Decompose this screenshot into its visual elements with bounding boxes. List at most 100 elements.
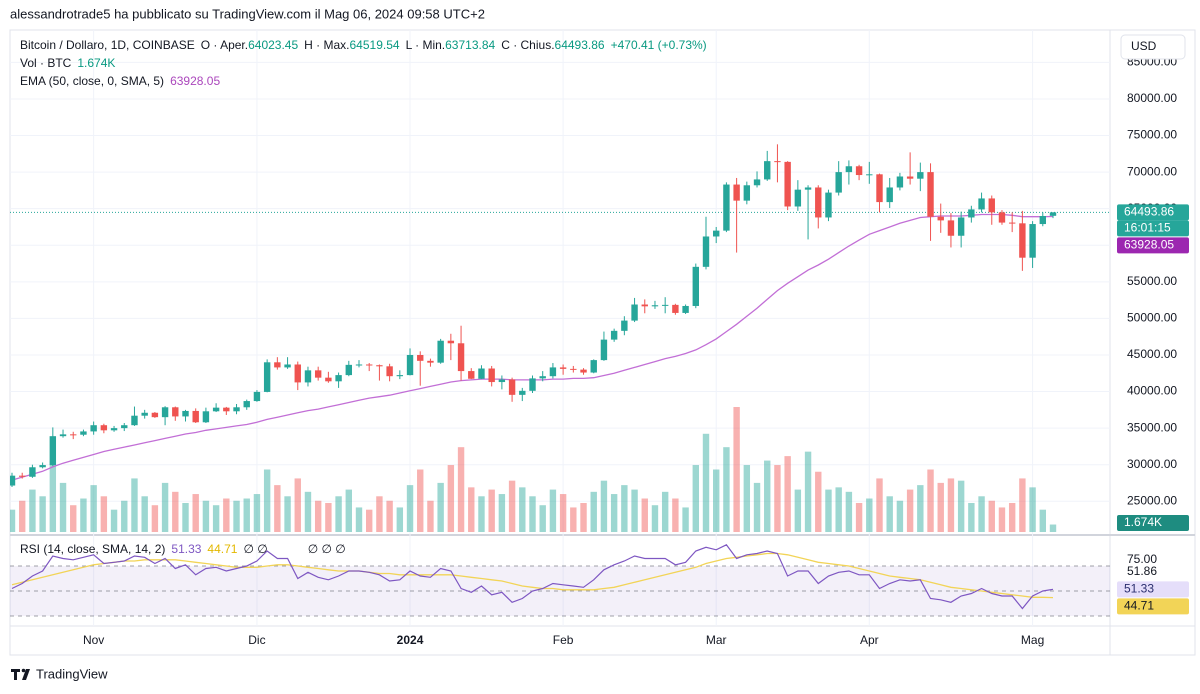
volume-bar [651,505,659,532]
y-tick-label: 25000.00 [1127,493,1177,507]
candle-body [161,407,169,418]
volume-bar [539,505,546,532]
volume-bar [29,489,36,532]
candle-body [743,185,751,201]
candle-body [825,192,832,218]
rsi-scale-label: 51.86 [1127,564,1157,578]
candle-body [641,304,648,307]
volume-bar [845,491,853,532]
volume-bar [182,502,189,532]
candle-body [988,198,995,213]
volume-bar [355,507,363,532]
candle-body [498,379,506,383]
candle-body [998,212,1006,223]
y-tick-label: 75000.00 [1127,128,1177,142]
volume-bar [804,451,812,532]
volume-bar [906,489,914,532]
candle-body [906,176,914,179]
candle-body [478,368,485,379]
volume-bar [314,500,322,532]
candle-body [876,174,883,203]
volume-bar [151,505,159,532]
candle-body [784,161,791,207]
volume-bar [855,502,863,532]
volume-bar [998,507,1006,532]
candle-body [978,198,985,210]
volume-bar [917,485,924,532]
volume-bar [641,498,648,532]
volume-bar [90,485,97,532]
candle-body [1029,224,1036,258]
volume-bar [968,502,975,532]
frame [9,29,1196,656]
volume-bar [1029,487,1036,532]
low-value: 63713.84 [445,38,495,52]
candle-body [263,362,271,392]
logo-mark [22,669,30,680]
x-tick-label: Mag [1021,633,1044,647]
candle-body [713,230,720,237]
header: alessandrotrade5 ha pubblicato su Tradin… [10,6,485,21]
change: +470.41 (+0.73%) [611,38,707,52]
legend-volume: Vol · BTC 1.674K [20,56,115,70]
volume-bar [519,487,526,532]
candle-body [10,475,16,486]
candle-body [427,360,434,363]
volume-bar [661,491,669,532]
logo [11,668,30,680]
volume-bar [110,509,118,532]
candle-body [100,425,108,431]
candle-body [110,428,118,431]
candle-body [488,368,495,383]
ema-name: EMA (50, close, 0, SMA, 5) [20,74,164,88]
legend-rsi: RSI (14, close, SMA, 14, 2) 51.33 44.71 ∅ ∅… [20,542,346,556]
candle-body [131,415,138,426]
volume-bar [304,491,312,532]
volume-bar [784,456,791,532]
candle-body [672,304,679,313]
volume-bar [233,500,240,532]
candle-body [49,436,57,466]
volume-value: 1.674K [77,56,115,70]
currency[interactable]: USD [1131,39,1157,53]
candle-body [90,425,97,432]
ema-badge: 63928.05 [1124,238,1174,252]
volume-name: Vol · BTC [20,56,72,70]
rsi-flag: ∅ ∅ [243,542,267,556]
volume-bar [263,469,271,532]
y-tick-label: 40000.00 [1127,384,1177,398]
candle-body [702,236,710,267]
candle-body [396,375,404,377]
x-tick-label: Apr [860,633,879,647]
volume-bar [508,480,516,532]
candle-body [314,370,322,378]
candle-body [39,465,46,468]
candle-body [223,407,230,412]
price-pane [10,144,1110,532]
candle-body [774,161,781,163]
candle-body [610,330,618,340]
candle-body [182,410,189,417]
y-tick-label: 35000.00 [1127,420,1177,434]
candle-body [508,379,516,395]
candle-body [1049,212,1057,216]
volume-bar [498,494,506,532]
currency-button[interactable] [1120,34,1186,60]
rsi-tick-label: 75.00 [1127,552,1157,566]
candle-body [386,366,393,377]
candle-body [192,410,199,423]
candle-body [80,431,87,435]
volume-bar [39,496,46,532]
rsi-sma-line [11,552,1054,599]
candle-body [70,434,77,436]
volume-bar [590,491,597,532]
low-label: L · Min. [406,38,446,52]
candle-body [794,189,802,207]
candle-body [835,172,842,193]
candle-body [896,176,904,188]
footer: TradingView [36,666,108,681]
candle-body [590,360,597,373]
candle-body [917,172,924,179]
